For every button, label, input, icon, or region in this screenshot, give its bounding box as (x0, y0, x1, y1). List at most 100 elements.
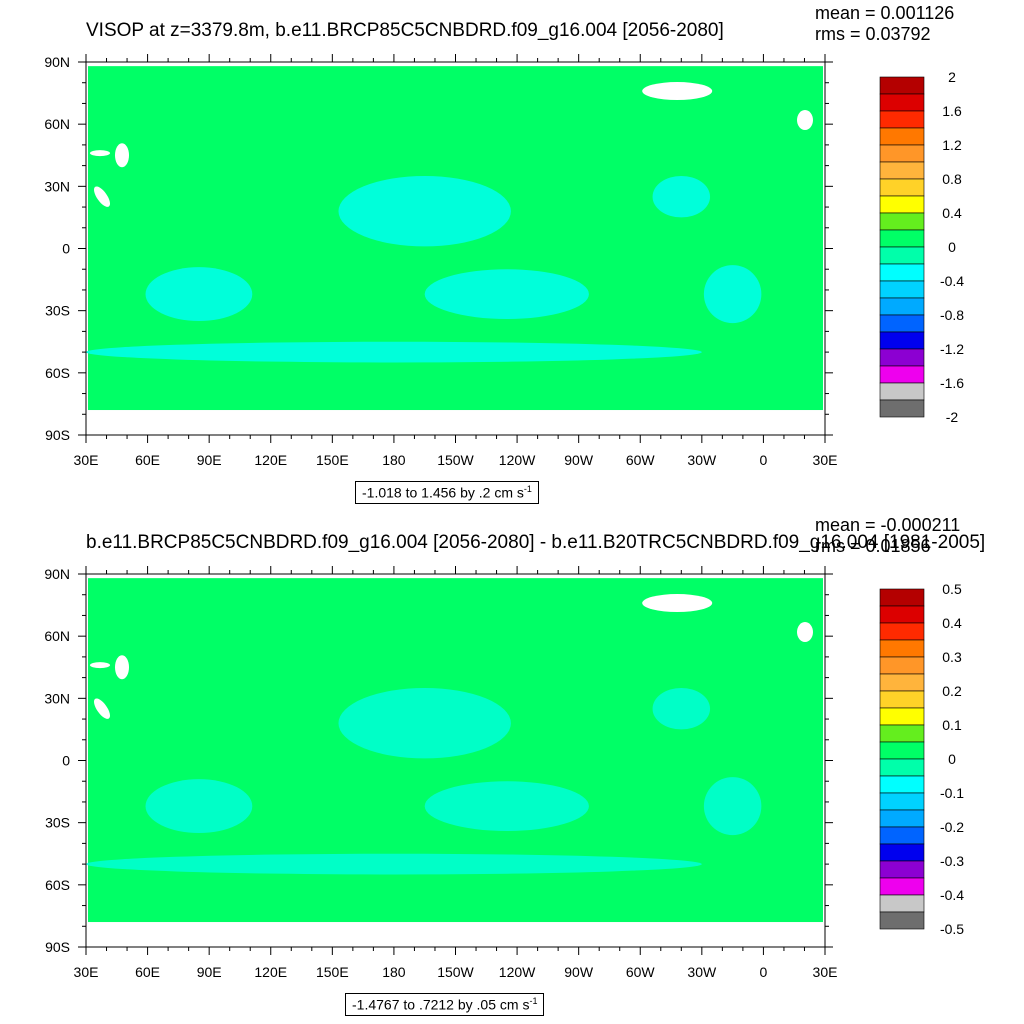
north-pacific-low-region (338, 687, 511, 759)
colorbar-swatch (879, 741, 925, 760)
colorbar-label: 0.8 (942, 171, 962, 187)
colorbar-label: 0.1 (942, 717, 962, 733)
colorbar-swatch (879, 195, 925, 214)
south-pacific-low-region (424, 269, 589, 319)
colorbar-swatch (879, 144, 925, 163)
colorbar-swatch (879, 110, 925, 129)
colorbar-swatch (879, 212, 925, 231)
lon-tick-label: 90E (197, 452, 222, 468)
colorbar-label: 0.4 (942, 205, 962, 221)
colorbar-swatch (879, 229, 925, 248)
colorbar-swatch (879, 724, 925, 743)
chart-title: b.e11.BRCP85C5CNBDRD.f09_g16.004 [2056-2… (86, 532, 986, 553)
lon-tick-label: 30W (687, 964, 717, 980)
lon-tick-label: 30E (74, 964, 99, 980)
colorbar-swatch (879, 894, 925, 913)
colorbar-swatch (879, 792, 925, 811)
south-atlantic-low-region (703, 777, 762, 836)
colorbar-label: -0.3 (940, 853, 964, 869)
south-atlantic-low-region (703, 265, 762, 324)
colorbar-swatch (879, 93, 925, 112)
land-mask (90, 150, 110, 157)
lon-tick-label: 60W (626, 452, 656, 468)
lat-tick-label: 0 (62, 241, 70, 257)
colorbar-label: 1.2 (942, 137, 962, 153)
antarctic-mask (86, 410, 825, 435)
colorbar-swatch (879, 758, 925, 777)
colorbar-label: 0 (948, 239, 956, 255)
data-range-text: -1.4767 to .7212 by .05 cm s (352, 996, 530, 1013)
lon-tick-label: 120W (499, 452, 536, 468)
data-range-box: -1.018 to 1.456 by .2 cm s-1 (355, 481, 539, 504)
colorbar-swatch (879, 911, 925, 930)
lon-tick-label: 90E (197, 964, 222, 980)
colorbar-swatch (879, 280, 925, 299)
lon-tick-label: 150E (316, 452, 349, 468)
north-pacific-low-region (338, 175, 511, 247)
southern-ocean-low-region (86, 341, 702, 363)
colorbar-label: -0.8 (940, 307, 964, 323)
indian-ocean-low-region (145, 267, 253, 322)
land-mask (797, 622, 813, 643)
colorbar-swatch (879, 76, 925, 95)
colorbar-swatch (879, 673, 925, 692)
chart-title: VISOP at z=3379.8m, b.e11.BRCP85C5CNBDRD… (86, 20, 724, 41)
lon-tick-label: 180 (382, 452, 406, 468)
lat-tick-label: 0 (62, 753, 70, 769)
lat-tick-label: 60S (45, 877, 70, 893)
map-field (86, 578, 825, 947)
lon-tick-label: 60E (135, 964, 160, 980)
colorbar-label: 0 (948, 751, 956, 767)
panel-top: VISOP at z=3379.8m, b.e11.BRCP85C5CNBDRD… (44, 3, 964, 504)
lat-tick-label: 30S (45, 303, 70, 319)
colorbar-label: 0.2 (942, 683, 962, 699)
land-mask (90, 662, 110, 669)
colorbar-swatch (879, 178, 925, 197)
colorbar-label: 0.4 (942, 615, 962, 631)
data-range-box: -1.4767 to .7212 by .05 cm s-1 (345, 993, 545, 1016)
colorbar-label: 0.5 (942, 581, 962, 597)
indian-ocean-low-region (145, 779, 253, 834)
lat-tick-label: 60S (45, 365, 70, 381)
data-range-exponent: -1 (529, 996, 538, 1006)
mean-stat: mean = -0.000211 (815, 515, 961, 535)
colorbar-label: 2 (948, 69, 956, 85)
lat-tick-label: 90N (44, 54, 70, 70)
colorbar-swatch (879, 314, 925, 333)
lat-tick-label: 30N (44, 178, 70, 194)
colorbar-swatch (879, 331, 925, 350)
colorbar-swatch (879, 639, 925, 658)
colorbar-label: -0.5 (940, 921, 964, 937)
lon-tick-label: 30E (813, 964, 838, 980)
land-mask (797, 110, 813, 131)
colorbar-swatch (879, 622, 925, 641)
colorbar-swatch (879, 656, 925, 675)
colorbar-label: -0.4 (940, 887, 964, 903)
colorbar-swatch (879, 127, 925, 146)
lon-tick-label: 90W (564, 452, 594, 468)
lat-tick-label: 60N (44, 628, 70, 644)
lon-tick-label: 120E (254, 452, 287, 468)
colorbar-swatch (879, 161, 925, 180)
colorbar-swatch (879, 843, 925, 862)
greenland-mask (642, 82, 713, 101)
colorbar-swatch (879, 588, 925, 607)
colorbar-swatch (879, 297, 925, 316)
lat-tick-label: 90S (45, 427, 70, 443)
lon-tick-label: 150W (437, 452, 474, 468)
land-mask (93, 698, 111, 719)
colorbar-swatch (879, 690, 925, 709)
antarctic-mask (86, 922, 825, 947)
colorbar-swatch (879, 809, 925, 828)
colorbar-swatch (879, 263, 925, 282)
lon-tick-label: 60W (626, 964, 656, 980)
colorbar-label: -1.2 (940, 341, 964, 357)
colorbar-label: -0.4 (940, 273, 964, 289)
lat-tick-label: 30N (44, 690, 70, 706)
lon-tick-label: 150W (437, 964, 474, 980)
north-atlantic-low-region (652, 687, 711, 730)
lon-tick-label: 90W (564, 964, 594, 980)
lon-tick-label: 0 (760, 452, 768, 468)
colorbar-label: -2 (946, 409, 959, 425)
